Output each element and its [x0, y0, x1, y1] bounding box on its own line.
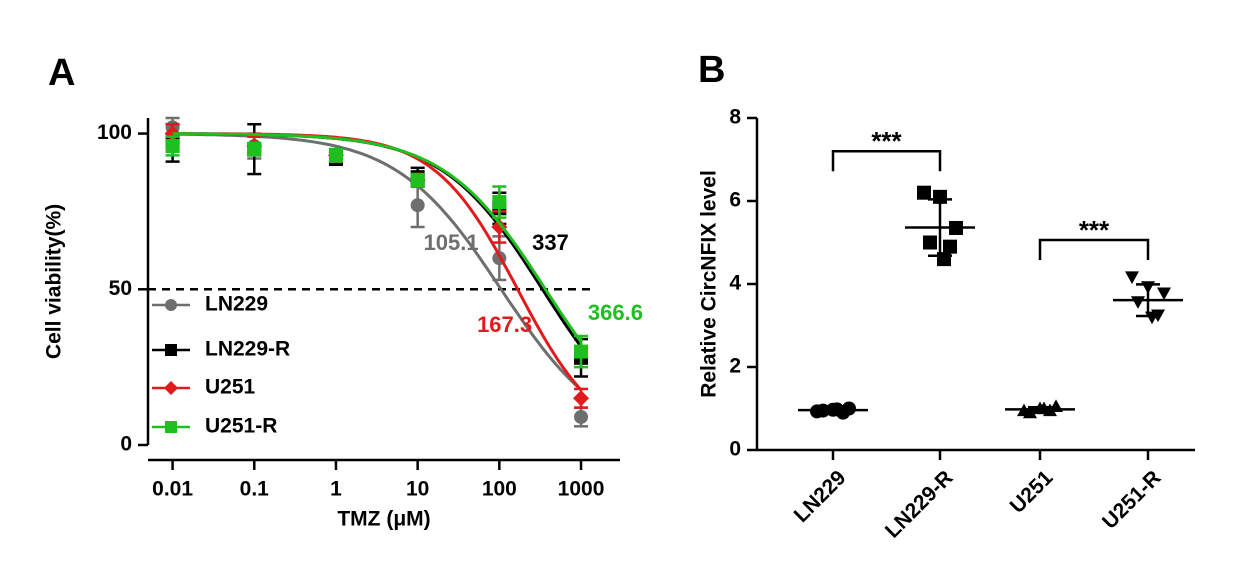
x-tick-label: U251-R [1098, 466, 1165, 533]
x-tick-label: LN229-R [881, 466, 958, 543]
marker [410, 173, 425, 188]
x-tick-label: U251 [1006, 466, 1058, 518]
x-tick-label: 1 [330, 478, 342, 501]
fit-curve [172, 132, 583, 343]
y-tick-label: 100 [97, 121, 132, 144]
y-tick-label: 6 [729, 189, 741, 212]
y-tick-label: 0 [120, 433, 132, 456]
marker [165, 139, 180, 154]
ic50-label: 366.6 [588, 300, 643, 325]
significance-bracket [1038, 238, 1150, 261]
x-tick-label: 1000 [558, 478, 605, 501]
significance-label: *** [1079, 215, 1110, 245]
y-axis-title: Relative CircNFIX level [698, 170, 721, 398]
panel-label: A [48, 52, 75, 94]
ic50-label: 337 [532, 230, 569, 255]
marker [491, 219, 508, 235]
legend-marker [165, 299, 177, 311]
y-tick-label: 2 [729, 355, 741, 378]
legend-marker [164, 381, 178, 395]
significance-bracket [831, 149, 942, 172]
marker [943, 239, 957, 254]
legend-label: LN229 [205, 293, 268, 316]
x-tick-label: 10 [406, 478, 429, 501]
marker [247, 142, 262, 157]
x-tick-label: 0.1 [240, 478, 270, 501]
x-tick-label: 0.01 [152, 478, 193, 501]
ic50-label: 105.1 [424, 230, 479, 255]
marker [574, 344, 589, 359]
y-axis-title: Cell viability(%) [43, 204, 66, 359]
x-axis-title: TMZ (μM) [337, 508, 430, 531]
y-tick-label: 0 [729, 438, 741, 461]
marker [1131, 296, 1145, 309]
x-tick-label: LN229 [790, 466, 851, 527]
legend-label: U251-R [205, 415, 277, 438]
legend-marker [165, 421, 177, 433]
legend-marker [165, 344, 177, 356]
marker [328, 148, 343, 163]
ic50-label: 167.3 [477, 312, 532, 337]
marker [917, 185, 931, 200]
legend-label: U251 [205, 376, 256, 399]
x-tick-label: 100 [482, 478, 517, 501]
marker [923, 235, 937, 250]
marker [1125, 271, 1139, 284]
marker [1157, 287, 1171, 301]
marker [573, 390, 590, 407]
y-tick-label: 8 [729, 106, 741, 129]
panel-label: B [698, 49, 725, 91]
legend-label: LN229-R [205, 338, 290, 361]
y-tick-label: 4 [729, 272, 741, 295]
y-tick-label: 50 [109, 277, 132, 300]
significance-label: *** [871, 126, 902, 156]
marker [410, 198, 425, 213]
marker [492, 195, 507, 210]
marker [574, 409, 589, 424]
